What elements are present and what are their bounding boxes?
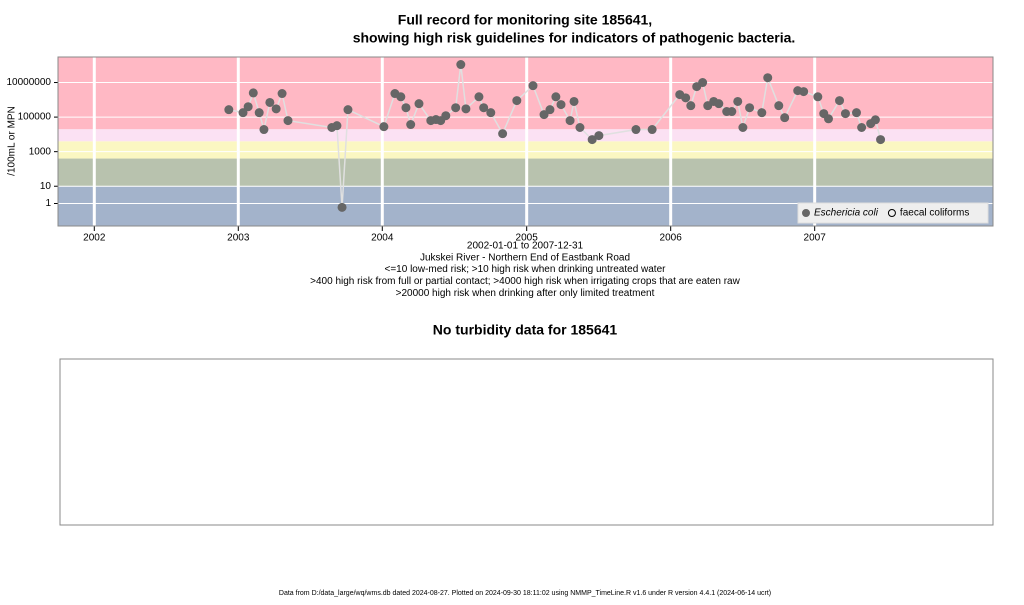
data-point [681,93,691,103]
data-point [714,99,724,109]
data-point [224,105,234,115]
data-point [498,129,508,139]
data-point [243,102,253,112]
data-point [686,101,696,111]
x-tick-label: 2005 [516,233,539,244]
data-point [271,104,281,114]
data-point [539,110,549,120]
data-point [565,116,575,126]
legend-label: faecal coliforms [900,208,969,219]
data-point [265,97,275,107]
data-point [870,115,880,125]
data-point [876,135,886,145]
note: >20000 high risk when drinking after onl… [396,288,655,299]
data-point [799,87,809,97]
data-point [451,103,461,113]
data-point [283,116,293,126]
x-tick-label: 2003 [227,233,250,244]
data-point [414,99,424,109]
data-point [259,125,269,135]
chart-title: Full record for monitoring site 185641, [398,12,652,28]
note: <=10 low-med risk; >10 high risk when dr… [385,264,667,275]
chart-title: showing high risk guidelines for indicat… [353,30,796,46]
data-point [733,96,743,106]
y-tick-label: 1 [45,198,51,209]
data-point [277,89,287,99]
note: Jukskei River - Northern End of Eastbank… [420,252,630,263]
data-point [738,123,748,133]
data-point [857,123,867,133]
y-tick-label: 10000000 [7,77,52,88]
x-tick-label: 2004 [371,233,394,244]
data-point [238,108,248,118]
x-tick-label: 2006 [660,233,683,244]
data-point [631,125,641,135]
data-point [575,123,585,133]
data-point [396,92,406,102]
data-point [461,104,471,114]
note: 2002-01-01 to 2007-12-31 [467,241,584,252]
y-axis-label: /100mL or MPN [7,106,18,176]
y-tick-label: 10 [40,181,52,192]
y-tick-label: 1000 [29,146,52,157]
data-point [441,111,451,121]
data-point [594,131,604,141]
data-point [823,114,833,124]
data-point [727,107,737,117]
data-point [248,88,258,98]
chart-title: No turbidity data for 185641 [433,322,618,338]
data-point [479,103,489,113]
note: >400 high risk from full or partial cont… [310,276,740,287]
data-point [813,92,823,102]
data-point [528,81,538,91]
data-point [379,122,389,132]
legend-box [797,202,989,224]
x-tick-label: 2002 [83,233,106,244]
data-point [332,121,342,131]
data-point [780,113,790,123]
data-point [774,101,784,111]
empty-panel [59,358,994,526]
data-point [254,108,264,118]
data-point [474,92,484,102]
footer: Data from D:/data_large/wq/wms.db dated … [279,590,771,597]
data-point [569,96,579,106]
data-point [486,108,496,118]
data-point [835,96,845,106]
data-point [343,105,353,115]
data-point [763,73,773,83]
data-point [647,125,657,135]
data-point [337,202,347,212]
y-tick-label: 100000 [18,112,52,123]
data-point [587,135,597,145]
legend-marker [887,209,896,217]
data-point [551,92,561,102]
x-tick-label: 2007 [804,233,827,244]
legend-label: Eschericia coli [814,208,879,219]
plot-frame [57,56,994,227]
data-point [545,105,555,115]
data-point [851,108,861,118]
legend-marker [802,209,810,217]
data-point [401,103,411,113]
data-point [745,103,755,113]
data-point [512,96,522,106]
data-point [456,60,466,70]
data-point [757,108,767,118]
data-point [406,120,416,130]
data-point [698,78,708,88]
data-point [556,100,566,110]
data-point [840,109,850,119]
